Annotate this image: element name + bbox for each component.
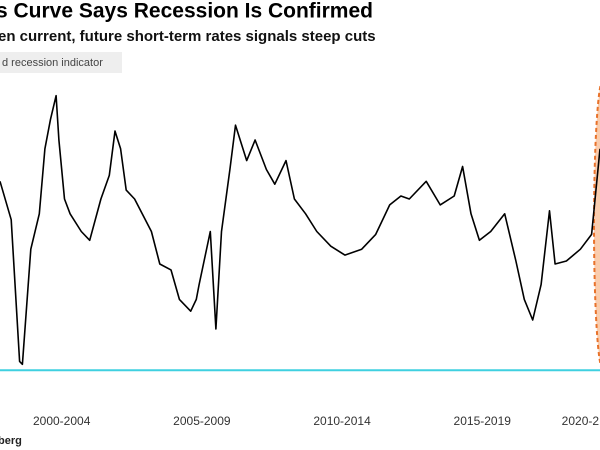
chart-subtitle: en current, future short-term rates sign…: [0, 28, 376, 45]
x-tick-label: 2000-2004: [33, 414, 91, 428]
data-line: [0, 94, 600, 366]
x-tick-label: 2020-2: [562, 414, 600, 428]
x-tick-label: 2010-2014: [313, 414, 371, 428]
chart-title: s Curve Says Recession Is Confirmed: [0, 0, 373, 23]
legend-box: [0, 52, 122, 73]
x-tick-label: 2005-2009: [173, 414, 231, 428]
source: berg: [0, 435, 22, 447]
legend-label: d recession indicator: [2, 57, 103, 69]
x-tick-label: 2015-2019: [454, 414, 512, 428]
